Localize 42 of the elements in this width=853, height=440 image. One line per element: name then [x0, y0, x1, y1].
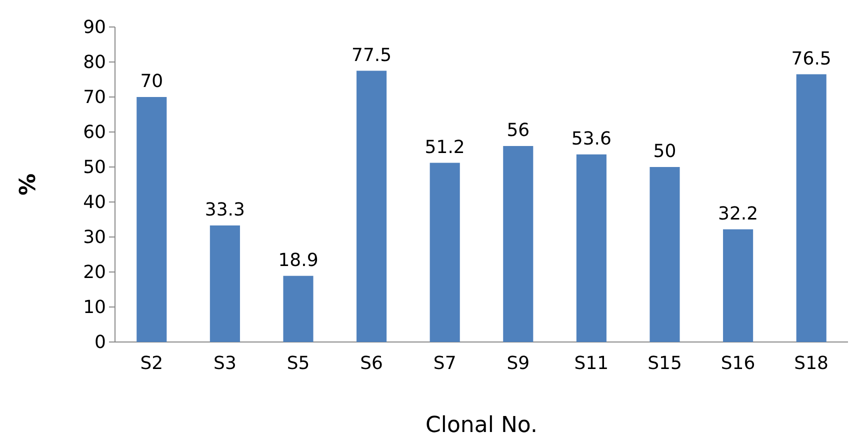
y-tick-label: 90: [83, 16, 106, 38]
data-label: 32.2: [718, 203, 758, 224]
data-label: 18.9: [278, 250, 318, 271]
x-tick-label: S15: [648, 352, 682, 374]
x-axis-title: Clonal No.: [426, 413, 538, 438]
bar: [136, 97, 167, 342]
data-label: 51.2: [424, 136, 465, 158]
x-tick-label: S5: [286, 352, 310, 374]
y-tick-label: 30: [83, 226, 106, 248]
data-label: 33.3: [204, 199, 245, 220]
y-tick-label: 80: [83, 52, 106, 73]
y-tick-label: 70: [83, 86, 106, 108]
data-label: 56: [506, 120, 530, 141]
y-tick-label: 50: [83, 156, 106, 178]
bar: [650, 167, 680, 342]
data-label: 76.5: [791, 48, 832, 70]
y-tick-label: 0: [94, 332, 106, 353]
bar: [430, 162, 460, 342]
x-tick-label: S6: [360, 352, 383, 374]
x-tick-label: S7: [433, 352, 456, 374]
y-axis-title: %: [16, 173, 41, 196]
bar: [723, 229, 754, 342]
x-tick-label: S11: [574, 352, 609, 374]
y-tick-label: 60: [83, 122, 106, 143]
bar: [576, 154, 606, 342]
x-tick-label: S3: [214, 352, 236, 374]
bar: [503, 146, 534, 342]
bar: [210, 225, 240, 342]
x-tick-label: S18: [794, 352, 829, 374]
x-tick-label: S16: [720, 352, 756, 374]
data-label: 70: [140, 71, 164, 92]
x-tick-label: S2: [140, 352, 164, 374]
y-tick-label: 40: [83, 192, 106, 213]
data-label: 50: [653, 141, 676, 162]
data-label: 53.6: [571, 128, 612, 150]
y-tick-label: 10: [83, 296, 106, 318]
y-tick-label: 20: [83, 262, 106, 283]
data-label: 77.5: [352, 44, 392, 66]
bar: [283, 276, 314, 342]
bar: [356, 70, 387, 342]
x-tick-label: S9: [506, 352, 530, 374]
bar: [796, 74, 826, 342]
